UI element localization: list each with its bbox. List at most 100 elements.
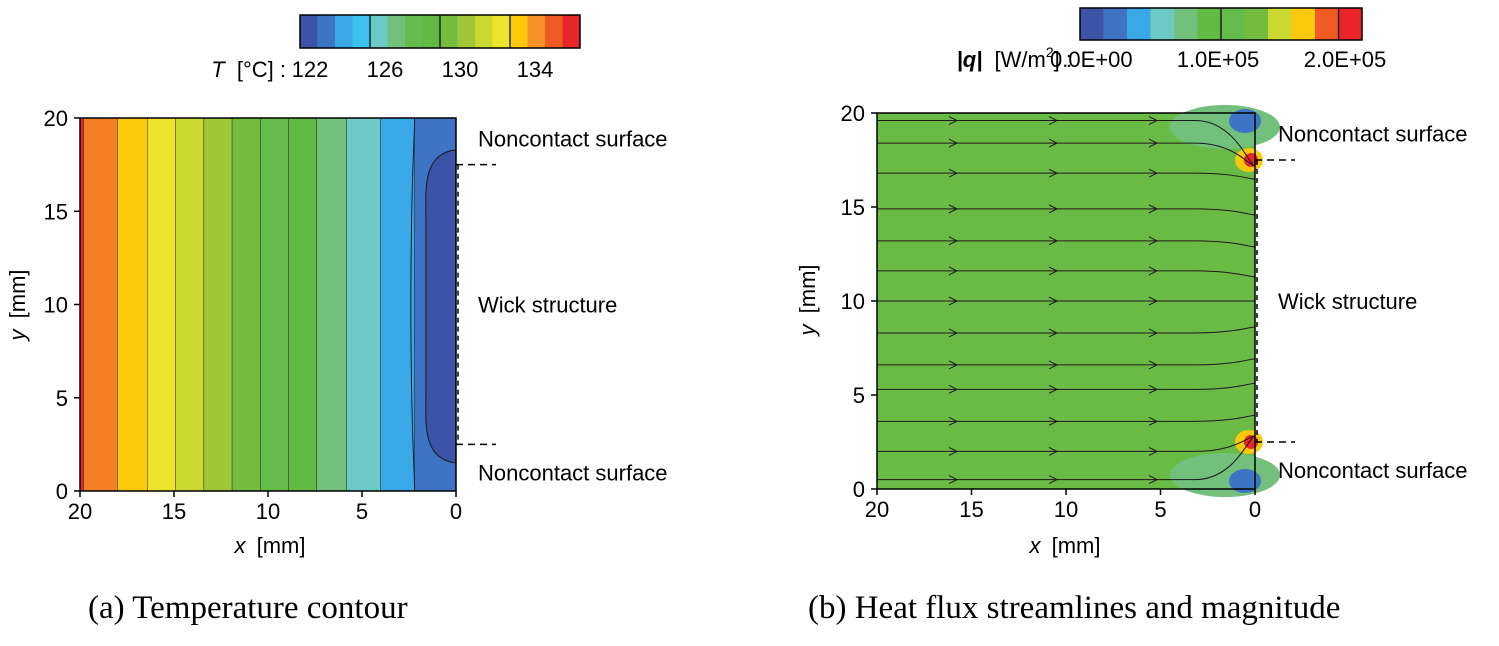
colorbar-swatch — [405, 15, 423, 48]
x-axis-label: x [mm] — [1028, 533, 1100, 558]
heat-flux-colorbar — [1079, 7, 1363, 41]
y-tick-label: 20 — [44, 106, 68, 131]
streamline-arrow — [1148, 328, 1159, 338]
contour-band — [204, 118, 233, 491]
y-tick-label: 0 — [853, 477, 865, 502]
streamline-arrow — [1048, 416, 1059, 426]
x-tick-label: 15 — [959, 497, 983, 522]
streamline-arrow — [1048, 360, 1059, 370]
caption-a: (a) Temperature contour — [88, 590, 408, 626]
colorbar-swatch — [1221, 8, 1245, 40]
x-tick-label: 10 — [256, 499, 280, 524]
temperature-symbol: T — [211, 57, 226, 82]
streamline-arrow — [1148, 204, 1159, 214]
colorbar-swatch — [300, 15, 318, 48]
annotation-label: Wick structure — [478, 293, 617, 318]
temperature-axes: 20 15 10 5 0 0 5 10 15 20 — [44, 106, 463, 524]
colorbar-swatch — [1268, 8, 1292, 40]
colorbar-swatch — [335, 15, 353, 48]
streamline-arrow — [1148, 360, 1159, 370]
streamline — [877, 120, 1256, 167]
streamline — [877, 240, 1256, 248]
streamline — [877, 142, 1256, 167]
heat-flux-colorbar-ticks: 0.0E+00 1.0E+05 2.0E+05 — [1050, 47, 1386, 72]
streamline-arrow — [948, 168, 959, 178]
streamline-arrow — [948, 296, 959, 306]
streamline — [877, 382, 1256, 390]
streamline-arrow — [948, 204, 959, 214]
y-tick-label: 20 — [841, 101, 865, 126]
streamline-arrow — [948, 384, 959, 394]
y-axis-label: y [mm] — [5, 269, 30, 342]
y-tick-label: 10 — [44, 293, 68, 318]
temperature-contour-chart: T [°C] : 122 126 130 134 20 15 10 5 0 0 5 10 15 20 N… — [5, 14, 668, 558]
colorbar-tick-label: 134 — [517, 57, 554, 82]
y-tick-label: 0 — [56, 479, 68, 504]
colorbar-swatch — [457, 15, 476, 48]
streamline-arrow — [1048, 138, 1059, 148]
x-tick-label: 5 — [356, 499, 368, 524]
colorbar-tick-label: 2.0E+05 — [1304, 47, 1387, 72]
streamline-arrow — [1148, 168, 1159, 178]
colorbar-swatch — [422, 15, 441, 48]
heat-flux-colorbar-label: |q| [W/m2] : — [957, 44, 1072, 72]
streamline-arrow — [1048, 168, 1059, 178]
streamline-arrow — [1148, 236, 1159, 246]
colorbar-swatch — [1174, 8, 1198, 40]
annotation-label: Noncontact surface — [1278, 458, 1468, 483]
streamline-arrow — [1148, 266, 1159, 276]
colorbar-tick-label: 130 — [442, 57, 479, 82]
streamline-arrow — [1048, 328, 1059, 338]
streamline-arrow — [948, 446, 959, 456]
heat-flux-plot-area — [876, 105, 1280, 497]
y-tick-label: 15 — [44, 199, 68, 224]
colorbar-swatch — [475, 15, 493, 48]
colorbar-swatch — [545, 15, 563, 48]
streamline-arrow — [1148, 296, 1159, 306]
contour-band — [260, 118, 290, 491]
streamline-arrow — [948, 328, 959, 338]
contour-band — [380, 118, 416, 491]
streamline — [877, 414, 1256, 422]
y-tick-label: 15 — [841, 195, 865, 220]
temperature-colorbar — [299, 14, 581, 49]
colorbar-tick-label: 126 — [367, 57, 404, 82]
low-flux-zone — [1229, 469, 1261, 493]
heat-flux-symbol: |q| — [957, 47, 983, 72]
streamline-arrow — [1048, 296, 1059, 306]
x-tick-label: 15 — [162, 499, 186, 524]
streamline-arrow — [1148, 475, 1159, 485]
colorbar-swatch — [527, 15, 546, 48]
x-tick-label: 0 — [450, 499, 462, 524]
temperature-annotations: Noncontact surface Wick structure Nonconta… — [456, 127, 668, 485]
contour-band — [175, 118, 205, 491]
colorbar-tick-label: 122 — [292, 57, 329, 82]
x-axis-label: x [mm] — [233, 533, 305, 558]
contour-band — [117, 118, 149, 491]
colorbar-swatch — [1197, 8, 1222, 40]
streamline-arrow — [1048, 475, 1059, 485]
contour-band — [83, 118, 119, 491]
streamline-arrow — [948, 360, 959, 370]
streamline-arrow — [948, 416, 959, 426]
streamline-arrow — [948, 266, 959, 276]
x-tick-label: 5 — [1154, 497, 1166, 522]
streamline-arrow — [1048, 266, 1059, 276]
colorbar-swatch — [562, 15, 581, 48]
heat-flux-annotations: Noncontact surface Wick structure Nonconta… — [1255, 122, 1468, 483]
streamline — [877, 326, 1256, 334]
contour-band — [147, 118, 177, 491]
low-flux-zone — [1170, 105, 1280, 149]
contour-band — [288, 118, 318, 491]
streamline-arrow — [1148, 116, 1159, 125]
streamline — [877, 172, 1256, 180]
colorbar-swatch — [492, 15, 511, 48]
streamline — [877, 208, 1256, 216]
colorbar-swatch — [1315, 8, 1339, 40]
x-tick-label: 0 — [1249, 497, 1261, 522]
temperature-contour-panel: T [°C] : 122 126 130 134 20 15 10 5 0 0 5 10 15 20 N… — [0, 0, 750, 641]
annotation-label: Noncontact surface — [478, 460, 668, 485]
colorbar-tick-label: 1.0E+05 — [1177, 47, 1260, 72]
y-axis-label: y [mm] — [795, 264, 820, 337]
y-tick-label: 5 — [56, 386, 68, 411]
